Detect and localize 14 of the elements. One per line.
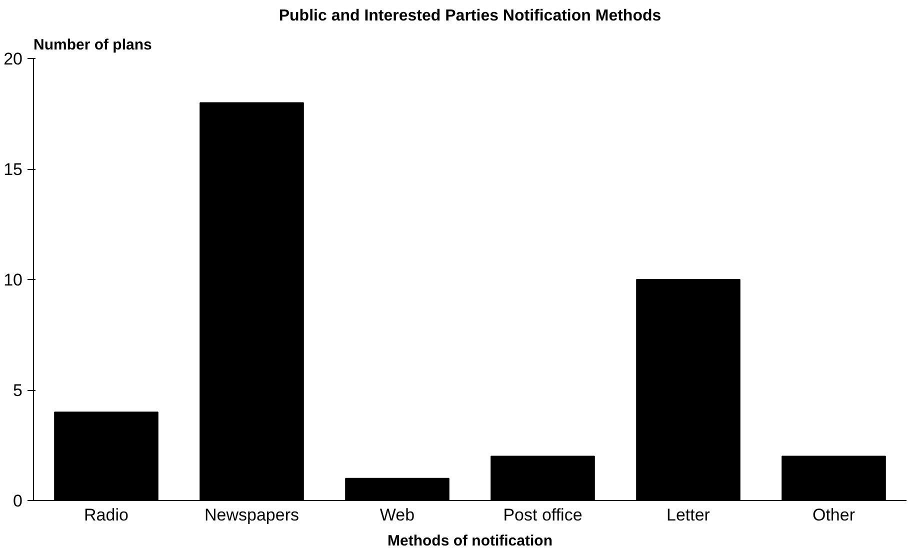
x-tick-label: Newspapers xyxy=(204,506,300,524)
x-tick-label: Web xyxy=(380,506,415,524)
y-tick-label: 15 xyxy=(4,160,23,179)
x-tick-label: Post office xyxy=(503,506,582,524)
y-tick-label: 5 xyxy=(13,381,23,400)
y-axis-title: Number of plans xyxy=(34,36,152,54)
y-tick-label: 0 xyxy=(13,492,23,510)
y-tick-label: 10 xyxy=(4,270,23,290)
x-tick-label: Radio xyxy=(84,506,128,524)
y-tick-label: 20 xyxy=(4,50,23,68)
chart-title: Public and Interested Parties Notification Methods xyxy=(278,8,662,24)
x-tick-label: Letter xyxy=(666,506,710,524)
x-axis-title: Methods of notification xyxy=(388,532,552,550)
x-tick-label: Other xyxy=(812,506,856,524)
